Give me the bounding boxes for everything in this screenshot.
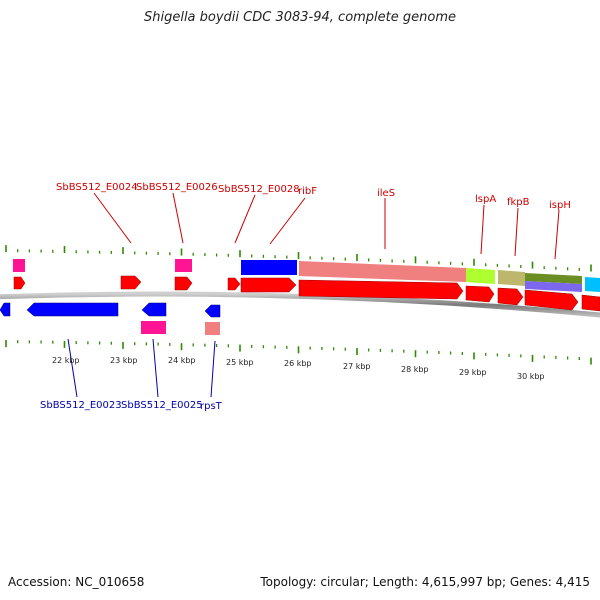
feature-box[interactable] — [241, 260, 297, 275]
scale-label: 22 kbp — [52, 356, 80, 365]
gene-arrow[interactable] — [174, 276, 193, 291]
gene-arrow[interactable] — [204, 304, 221, 318]
gene-label-sbbs512-e0025[interactable]: SbBS512_E0025 — [121, 400, 203, 411]
scale-label: 23 kbp — [110, 356, 138, 365]
scale-label: 29 kbp — [459, 368, 487, 377]
top-gene-labels: SbBS512_E0024 SbBS512_E0026 SbBS512_E002… — [56, 182, 571, 211]
gene-label-fkpb[interactable]: fkpB — [507, 197, 530, 208]
gene-label-sbbs512-e0026[interactable]: SbBS512_E0026 — [136, 182, 218, 193]
tick-row-top — [5, 245, 592, 272]
scale-label: 27 kbp — [343, 362, 371, 371]
accession-text: Accession: NC_010658 — [8, 575, 145, 589]
forward-cds-track — [13, 275, 600, 312]
scale-label: 26 kbp — [284, 359, 312, 368]
feature-box[interactable] — [585, 277, 600, 292]
feature-box[interactable] — [205, 322, 220, 335]
gene-arrow[interactable] — [120, 275, 142, 290]
scale-labels: 22 kbp 23 kbp 24 kbp 25 kbp 26 kbp 27 kb… — [52, 356, 545, 381]
gene-arrow[interactable] — [141, 302, 167, 317]
gene-label-sbbs512-e0024[interactable]: SbBS512_E0024 — [56, 182, 138, 193]
gene-label-sbbs512-e0023[interactable]: SbBS512_E0023 — [40, 400, 122, 411]
gene-arrow[interactable] — [298, 279, 464, 300]
gene-label-sbbs512-e0028[interactable]: SbBS512_E0028 — [218, 184, 300, 195]
gene-arrow[interactable] — [227, 277, 241, 291]
feature-box[interactable] — [175, 259, 192, 272]
gene-arrow[interactable] — [26, 302, 119, 317]
gene-arrow[interactable] — [240, 277, 297, 293]
feature-box[interactable] — [466, 268, 495, 284]
feature-box[interactable] — [299, 261, 466, 282]
scale-label: 30 kbp — [517, 372, 545, 381]
gene-arrow[interactable] — [13, 276, 26, 290]
scale-label: 24 kbp — [168, 356, 196, 365]
reverse-feature-track — [141, 321, 220, 335]
feature-box[interactable] — [13, 259, 25, 272]
bottom-gene-labels: SbBS512_E0023 SbBS512_E0025 rpsT — [40, 400, 223, 412]
feature-box[interactable] — [525, 281, 582, 292]
map-title: Shigella boydii CDC 3083-94, complete ge… — [143, 10, 457, 25]
gene-label-ribf[interactable]: ribF — [298, 186, 317, 197]
gene-arrow[interactable] — [0, 302, 11, 317]
gene-label-lspa[interactable]: lspA — [475, 194, 496, 205]
feature-box[interactable] — [525, 273, 582, 284]
forward-feature-track — [13, 259, 600, 292]
reverse-cds-track — [0, 302, 221, 318]
gene-label-rpst[interactable]: rpsT — [200, 401, 223, 412]
feature-box[interactable] — [141, 321, 166, 334]
scale-label: 28 kbp — [401, 365, 429, 374]
gene-label-isph[interactable]: ispH — [549, 200, 571, 211]
genome-summary-text: Topology: circular; Length: 4,615,997 bp… — [260, 575, 590, 589]
top-leader-lines — [93, 192, 560, 260]
scale-label: 25 kbp — [226, 358, 254, 367]
gene-arrow[interactable] — [465, 285, 495, 303]
gene-arrow[interactable] — [497, 287, 524, 306]
gene-arrow[interactable] — [581, 294, 600, 312]
gene-arrow[interactable] — [524, 289, 579, 311]
gene-label-iles[interactable]: ileS — [377, 188, 395, 199]
tick-row-bottom — [5, 340, 592, 365]
feature-box[interactable] — [498, 270, 525, 286]
bottom-leader-lines — [67, 338, 216, 398]
